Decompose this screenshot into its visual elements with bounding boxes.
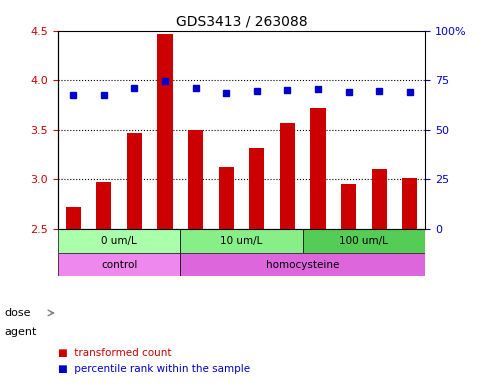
Bar xyxy=(188,130,203,229)
Bar xyxy=(219,167,234,229)
Text: control: control xyxy=(101,260,137,270)
Text: 10 um/L: 10 um/L xyxy=(220,236,263,246)
Bar xyxy=(249,148,265,229)
Text: 0 um/L: 0 um/L xyxy=(101,236,137,246)
Title: GDS3413 / 263088: GDS3413 / 263088 xyxy=(176,14,307,28)
FancyBboxPatch shape xyxy=(180,229,303,253)
Bar xyxy=(371,169,387,229)
Bar xyxy=(311,108,326,229)
Text: dose: dose xyxy=(5,308,31,318)
Text: homocysteine: homocysteine xyxy=(266,260,340,270)
Bar xyxy=(341,184,356,229)
Bar xyxy=(280,123,295,229)
FancyBboxPatch shape xyxy=(180,253,425,276)
Text: agent: agent xyxy=(5,327,37,337)
FancyBboxPatch shape xyxy=(58,253,180,276)
FancyBboxPatch shape xyxy=(58,229,180,253)
Bar xyxy=(157,34,173,229)
Bar xyxy=(66,207,81,229)
Text: ■  transformed count: ■ transformed count xyxy=(58,348,171,358)
Text: ■  percentile rank within the sample: ■ percentile rank within the sample xyxy=(58,364,250,374)
Bar xyxy=(127,133,142,229)
FancyBboxPatch shape xyxy=(303,229,425,253)
Bar xyxy=(402,179,417,229)
Text: 100 um/L: 100 um/L xyxy=(340,236,388,246)
Bar xyxy=(96,182,112,229)
